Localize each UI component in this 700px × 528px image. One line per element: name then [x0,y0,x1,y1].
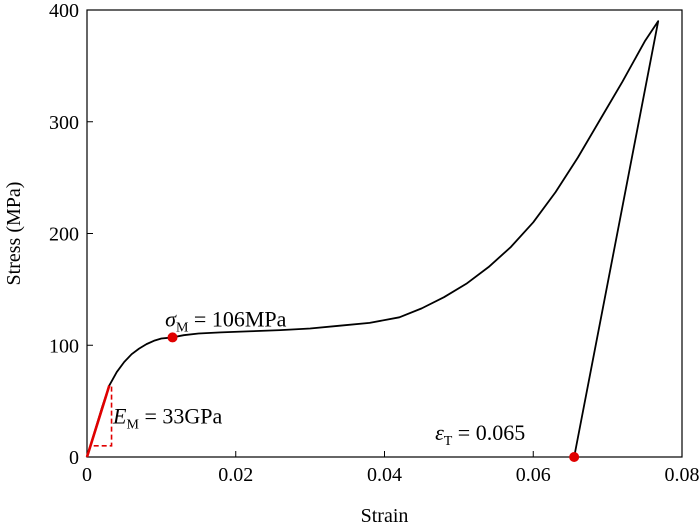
y-tick-label: 200 [49,224,79,246]
annotation-value: = 106MPa [188,306,286,331]
annotation-subscript: T [444,434,453,449]
y-tick-label: 400 [49,0,79,22]
x-tick-label: 0.02 [218,464,253,486]
x-tick-label: 0.08 [665,464,700,486]
annotation-value: = 33GPa [139,403,223,428]
annotation-subscript: M [126,417,139,432]
annotation-symbol: E [112,403,127,428]
x-tick-label: 0.06 [516,464,551,486]
annotation-value: = 0.065 [452,420,525,445]
annotation-1: EM = 33GPa [112,403,222,432]
annotation-symbol: σ [165,306,177,331]
y-tick-label: 0 [69,447,79,469]
annotation-subscript: M [176,320,189,335]
annotation-0: σM = 106MPa [165,306,287,335]
y-tick-label: 100 [49,335,79,357]
x-tick-label: 0.04 [367,464,402,486]
x-tick-label: 0 [82,464,92,486]
x-axis-title: Strain [361,505,409,527]
annotation-symbol: ε [435,420,444,445]
plot-frame [86,9,683,458]
y-tick-label: 300 [49,112,79,134]
stress-strain-curve [86,20,660,458]
annotation-2: εT = 0.065 [435,420,525,449]
elastic-modulus-line [85,385,111,458]
y-axis-title: Stress (MPa) [3,182,25,286]
modulus-dashed-triangle [93,384,113,447]
epsilon-t-point [569,452,580,462]
sigma-m-point [167,332,178,343]
